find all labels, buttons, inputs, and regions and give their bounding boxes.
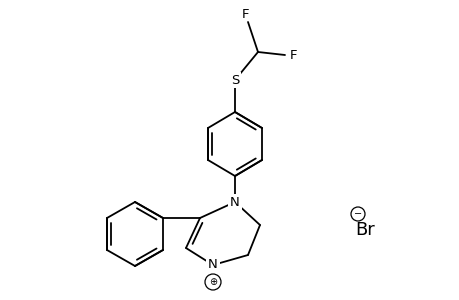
Text: F: F: [242, 8, 249, 21]
Text: S: S: [230, 74, 239, 86]
Text: F: F: [289, 49, 297, 62]
Text: −: −: [353, 209, 361, 219]
Text: N: N: [230, 196, 239, 208]
Text: N: N: [207, 259, 218, 272]
Text: ⊕: ⊕: [208, 277, 217, 287]
Text: Br: Br: [354, 221, 374, 239]
